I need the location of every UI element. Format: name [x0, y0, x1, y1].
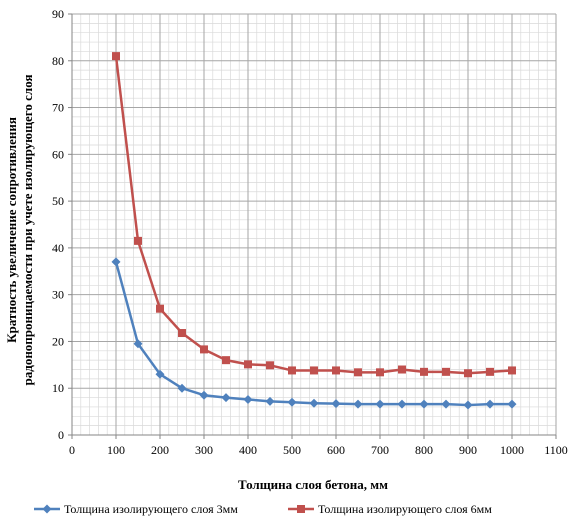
- x-tick-label: 700: [371, 443, 389, 457]
- legend-item-2: Толщина изолирующего слоя 6мм: [288, 502, 492, 516]
- y-axis-title-line2: радонопроницаемости при учете изолирующе…: [20, 75, 35, 386]
- data-point: [398, 365, 406, 374]
- legend-label: Толщина изолирующего слоя 6мм: [318, 502, 492, 516]
- x-axis-title: Толщина слоя бетона, мм: [238, 477, 388, 492]
- legend-swatch-marker: [297, 505, 305, 513]
- data-point: [332, 366, 340, 375]
- y-tick-label: 80: [52, 54, 64, 68]
- data-point: [243, 394, 253, 404]
- y-tick-label: 10: [52, 381, 64, 395]
- x-tick-label: 500: [283, 443, 301, 457]
- y-tick-label: 70: [52, 101, 64, 115]
- series-2: [112, 52, 516, 378]
- x-tick-label: 0: [69, 443, 75, 457]
- series-layer: [111, 52, 517, 410]
- data-point: [288, 366, 296, 375]
- data-point: [486, 367, 494, 376]
- data-point: [178, 329, 186, 338]
- y-tick-label: 0: [58, 428, 64, 442]
- y-tick-label: 50: [52, 194, 64, 208]
- legend-item-1: Толщина изолирующего слоя 3мм: [34, 502, 238, 516]
- x-tick-label: 200: [151, 443, 169, 457]
- series-1: [111, 257, 517, 410]
- data-point: [287, 397, 297, 407]
- data-point: [155, 369, 165, 379]
- data-point: [507, 399, 517, 409]
- y-tick-label: 60: [52, 147, 64, 161]
- x-tick-label: 900: [459, 443, 477, 457]
- x-tick-label: 300: [195, 443, 213, 457]
- data-point: [354, 368, 362, 377]
- x-tick-label: 100: [107, 443, 125, 457]
- x-tick-label: 1100: [544, 443, 568, 457]
- data-point: [310, 366, 318, 375]
- legend-label: Толщина изолирующего слоя 3мм: [64, 502, 238, 516]
- data-point: [441, 399, 451, 409]
- data-point: [376, 368, 384, 377]
- data-point: [199, 390, 209, 400]
- data-point: [508, 366, 516, 375]
- data-point: [221, 393, 231, 403]
- legend: Толщина изолирующего слоя 3мм Толщина изо…: [34, 502, 492, 516]
- y-axis-title-line1: Кратность увеличение сопротивления: [4, 117, 19, 343]
- minor-grid: [72, 14, 556, 435]
- major-grid: [71, 13, 557, 436]
- data-point: [200, 345, 208, 354]
- data-point: [266, 361, 274, 370]
- data-point: [331, 399, 341, 409]
- data-point: [177, 383, 187, 393]
- data-point: [485, 399, 495, 409]
- x-tick-label: 600: [327, 443, 345, 457]
- x-tick-labels: 0 100 200 300 400 500 600 700 800 900 1000 1100: [69, 435, 568, 457]
- x-tick-label: 800: [415, 443, 433, 457]
- y-tick-labels: 0 10 20 30 40 50 60 70 80 90: [52, 7, 72, 442]
- y-tick-label: 20: [52, 334, 64, 348]
- data-point: [397, 399, 407, 409]
- data-point: [375, 399, 385, 409]
- data-point: [419, 399, 429, 409]
- data-point: [133, 339, 143, 349]
- y-tick-label: 30: [52, 288, 64, 302]
- data-point: [442, 367, 450, 376]
- x-tick-label: 400: [239, 443, 257, 457]
- data-point: [265, 396, 275, 406]
- data-point: [222, 356, 230, 365]
- data-point: [309, 398, 319, 408]
- data-point: [463, 400, 473, 410]
- y-tick-label: 40: [52, 241, 64, 255]
- series-line: [114, 261, 512, 407]
- data-point: [464, 369, 472, 378]
- data-point: [353, 399, 363, 409]
- data-point: [156, 304, 164, 313]
- data-point: [244, 360, 252, 369]
- data-point: [134, 236, 142, 245]
- y-tick-label: 90: [52, 7, 64, 21]
- data-point: [111, 257, 121, 267]
- x-tick-label: 1000: [500, 443, 524, 457]
- series-line: [114, 55, 513, 375]
- legend-swatch-marker: [42, 504, 52, 514]
- data-point: [420, 367, 428, 376]
- data-point: [112, 52, 120, 61]
